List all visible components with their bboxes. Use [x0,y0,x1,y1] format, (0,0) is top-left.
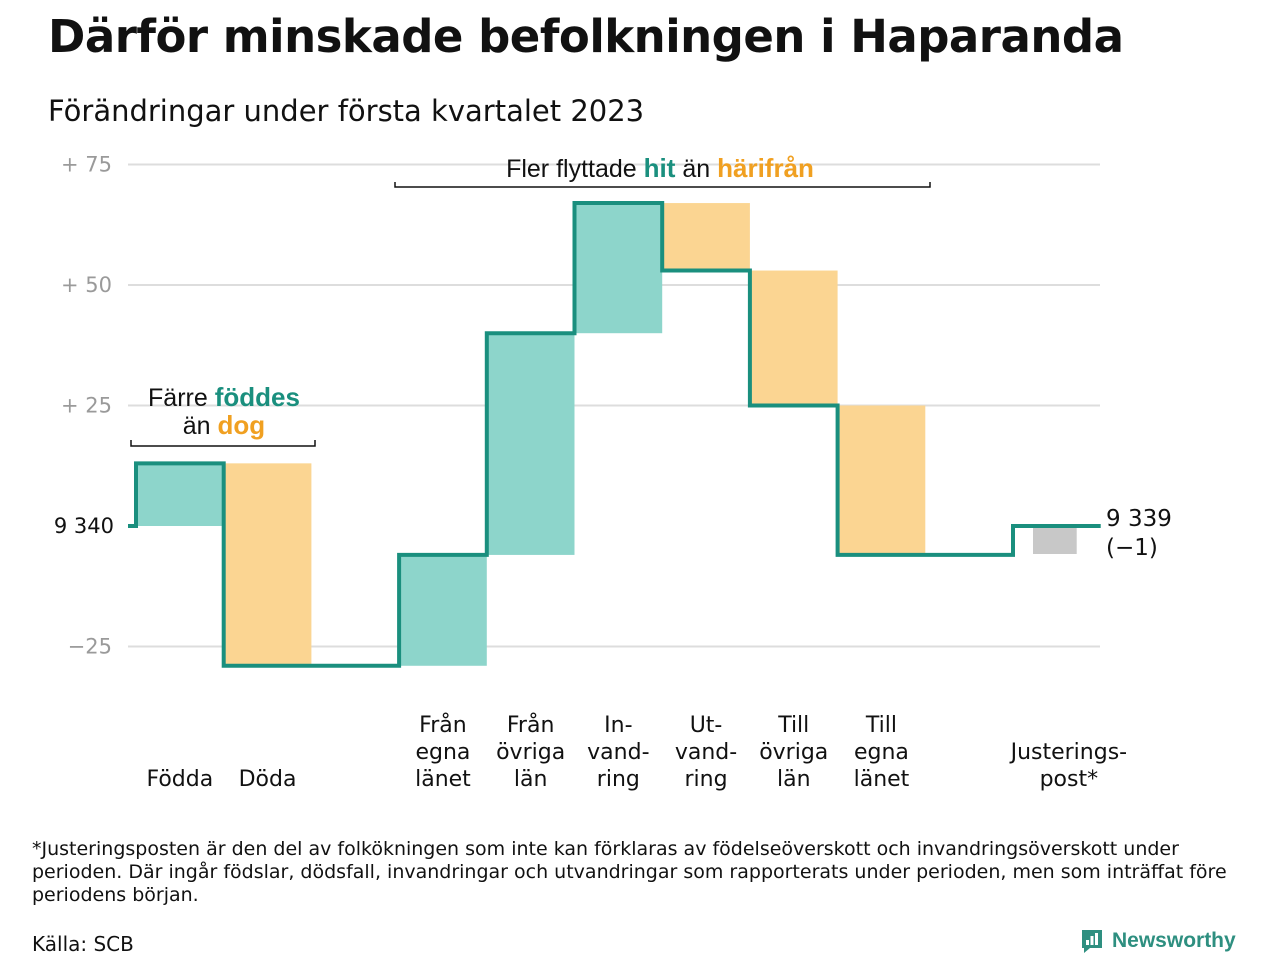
category-label: egna [415,740,470,765]
y-tick-label: + 50 [61,273,112,297]
annotation-bracket [130,440,316,447]
footnote: *Justeringsposten är den del av folkökni… [32,838,1227,906]
category-label: Justerings- [1009,740,1128,765]
brand-name: Newsworthy [1112,929,1236,952]
category-label: vand- [675,740,737,765]
step-line [128,201,1101,668]
y-axis-ticks: + 75 + 50 + 25 −25 9 340 [54,153,114,659]
bar-inflow [574,203,663,334]
category-label: egna [854,740,909,765]
category-label: Till [865,713,897,738]
annotation-highlight-died: dog [218,410,266,440]
annotation-text: än [675,155,717,183]
newsworthy-logo-icon [1082,930,1102,953]
y-tick-label: + 75 [61,153,112,177]
category-label: Från [507,712,555,738]
chart-subtitle: Förändringar under första kvartalet 2023 [48,94,645,128]
bar-inflow [136,463,224,526]
newsworthy-logo[interactable]: Newsworthy [1080,928,1236,954]
category-label: övriga [759,740,828,765]
bar-inflow [486,333,575,555]
category-label: Till [777,713,809,738]
category-label: län [777,767,811,792]
annotation-highlight-harifran: härifrån [717,153,814,183]
category-label: post* [1040,767,1099,792]
category-label: länet [415,767,471,792]
category-label: län [514,767,548,792]
x-axis-categories: Födda DödaFrånegnalänetFrånövrigalänIn-va… [146,712,1127,792]
running-total-line [128,201,1101,668]
category-label: Födda [146,767,213,792]
bar-outflow [749,270,838,406]
bar-outflow [662,203,750,271]
annotation-highlight-hit: hit [644,153,676,183]
category-label: länet [854,767,910,792]
category-label: övriga [496,740,565,765]
category-label: vand- [587,740,649,765]
annotation-births-deaths-line2: än dog [183,410,265,440]
category-label: ring [685,767,728,792]
category-label: Ut- [690,713,723,738]
bar-outflow [223,463,312,666]
waterfall-chart: + 75+ 50+ 25−259 340 Födda DödaFrånegnalä… [54,153,1172,793]
annotation-bracket [394,182,931,188]
annotation-highlight-born: föddes [215,382,300,412]
end-value-label: 9 339 [1106,506,1172,532]
start-value-label: 9 340 [54,514,114,538]
source-text: Källa: SCB [32,932,134,956]
bars [136,203,1077,666]
annotation-migration: Fler flyttade hit än härifrån [506,153,814,183]
chart-title: Därför minskade befolkningen i Haparanda [48,10,1124,63]
annotation-text: Färre [148,384,215,412]
category-label: In- [604,713,632,738]
annotation-text: än [183,412,218,440]
category-label: ring [597,767,640,792]
end-change-label: (−1) [1106,535,1158,561]
y-tick-label: −25 [68,635,112,659]
category-label: Från [419,712,467,738]
category-label: Döda [239,767,297,792]
annotation-births-deaths-line1: Färre föddes [148,382,300,412]
y-tick-label: + 25 [61,394,112,418]
bar-adjustment [1033,526,1077,554]
annotation-text: Fler flyttade [506,155,644,183]
bar-inflow [399,554,487,666]
bar-outflow [837,405,926,555]
